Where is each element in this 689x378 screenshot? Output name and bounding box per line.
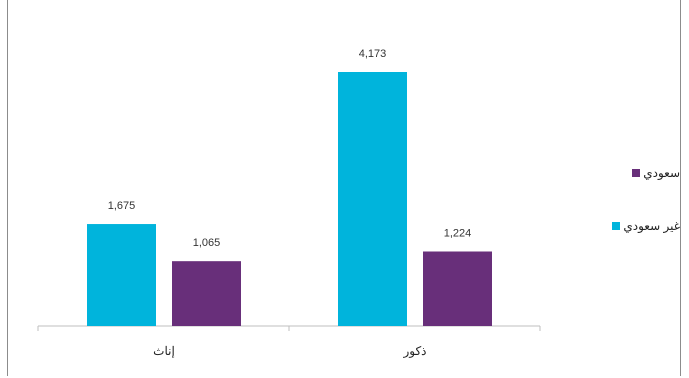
legend-item-non-saudi: غير سعودي: [560, 219, 680, 233]
legend-swatch-saudi: [632, 169, 641, 177]
bar-0-1: [172, 261, 241, 326]
bar-0-0: [87, 224, 156, 326]
data-label-1-0: 4,173: [359, 48, 387, 60]
category-label-1: ذكور: [402, 344, 426, 358]
legend-swatch-non-saudi: [612, 222, 621, 230]
bar-1-0: [338, 72, 407, 326]
bar-1-1: [423, 251, 492, 326]
data-label-0-1: 1,065: [193, 237, 221, 249]
legend-label-saudi: سعودي: [643, 166, 680, 180]
category-label-0: إناث: [153, 344, 175, 359]
chart-frame: [7, 0, 681, 376]
data-label-1-1: 1,224: [444, 227, 472, 239]
data-label-0-0: 1,675: [108, 200, 136, 212]
legend-label-non-saudi: غير سعودي: [623, 219, 680, 233]
legend-item-saudi: سعودي: [560, 166, 680, 180]
